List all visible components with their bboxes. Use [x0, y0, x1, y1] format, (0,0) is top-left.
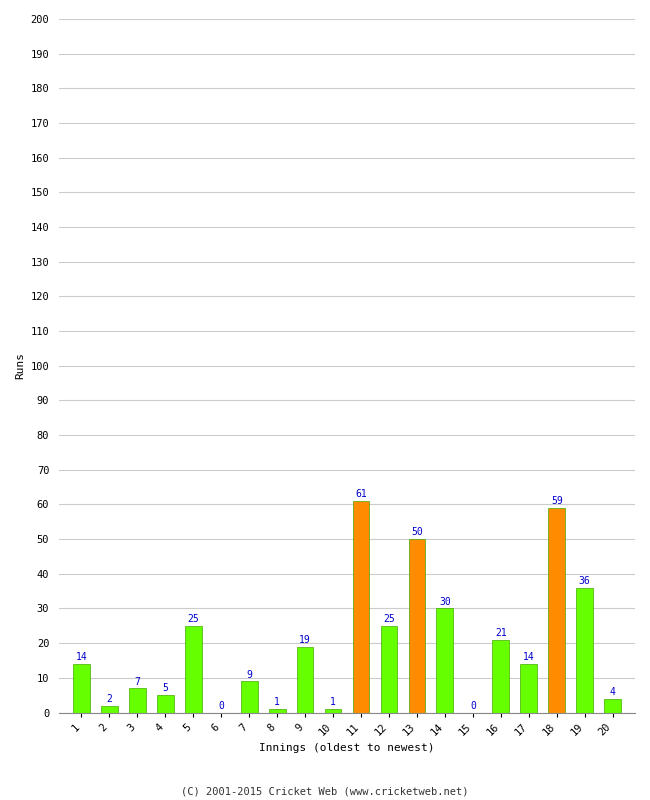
- Text: 14: 14: [523, 652, 535, 662]
- Bar: [129, 688, 146, 713]
- Y-axis label: Runs: Runs: [15, 352, 25, 379]
- Text: 59: 59: [551, 496, 563, 506]
- Bar: [437, 609, 453, 713]
- Bar: [324, 709, 341, 713]
- Bar: [101, 706, 118, 713]
- Bar: [296, 646, 313, 713]
- Text: 19: 19: [299, 635, 311, 645]
- Bar: [352, 501, 369, 713]
- Bar: [268, 709, 285, 713]
- Bar: [604, 698, 621, 713]
- Text: 1: 1: [274, 698, 280, 707]
- Bar: [380, 626, 397, 713]
- Bar: [493, 640, 509, 713]
- Text: 61: 61: [355, 490, 367, 499]
- Text: 14: 14: [75, 652, 87, 662]
- Text: (C) 2001-2015 Cricket Web (www.cricketweb.net): (C) 2001-2015 Cricket Web (www.cricketwe…: [181, 786, 469, 796]
- Text: 50: 50: [411, 527, 422, 538]
- X-axis label: Innings (oldest to newest): Innings (oldest to newest): [259, 743, 435, 753]
- Text: 0: 0: [470, 701, 476, 710]
- Bar: [185, 626, 202, 713]
- Bar: [157, 695, 174, 713]
- Text: 21: 21: [495, 628, 506, 638]
- Text: 30: 30: [439, 597, 450, 606]
- Text: 4: 4: [610, 687, 616, 697]
- Text: 36: 36: [578, 576, 591, 586]
- Text: 0: 0: [218, 701, 224, 710]
- Bar: [521, 664, 537, 713]
- Text: 1: 1: [330, 698, 336, 707]
- Bar: [549, 508, 565, 713]
- Bar: [240, 682, 257, 713]
- Text: 5: 5: [162, 683, 168, 694]
- Bar: [409, 539, 425, 713]
- Bar: [577, 588, 593, 713]
- Text: 25: 25: [383, 614, 395, 624]
- Text: 9: 9: [246, 670, 252, 679]
- Text: 25: 25: [187, 614, 199, 624]
- Text: 2: 2: [107, 694, 112, 704]
- Text: 7: 7: [135, 677, 140, 686]
- Bar: [73, 664, 90, 713]
